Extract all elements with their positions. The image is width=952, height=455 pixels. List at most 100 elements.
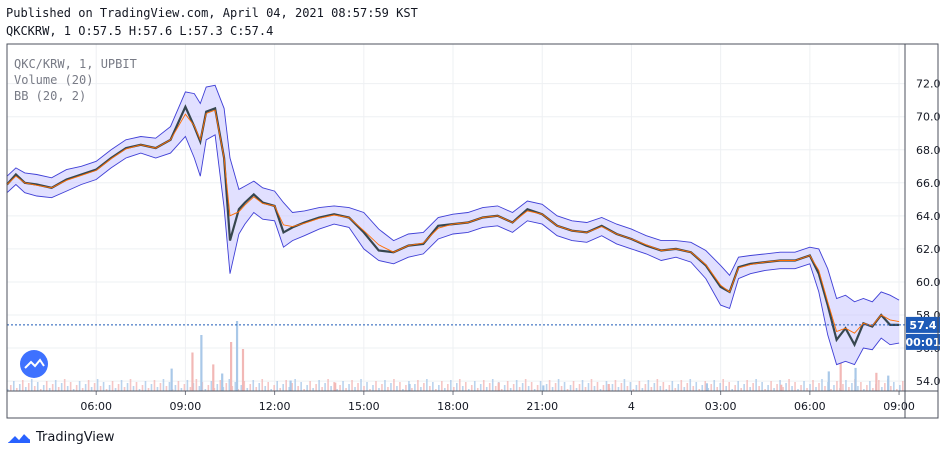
volume-bar [845,380,847,391]
volume-bar [237,389,240,391]
volume-bar [761,382,763,391]
volume-bar [860,382,862,391]
volume-bar [683,387,686,391]
volume-bar [641,388,644,391]
volume-bar [411,388,413,391]
volume-bar [638,381,641,391]
x-tick-label: 18:00 [437,400,469,413]
volume-bar [713,380,716,391]
current-price-badge [906,316,940,333]
legend-entry: QKC/KRW, 1, UPBIT [14,57,137,71]
volume-bar [334,382,337,391]
volume-bar [309,381,311,391]
volume-bar [219,380,222,391]
volume-bar [767,385,769,391]
volume-bar [186,380,189,391]
volume-bar [288,387,290,391]
volume-bar [593,386,596,391]
volume-bar [494,386,497,391]
volume-bar [749,387,751,391]
volume-bar [27,383,30,391]
volume-bar [776,384,778,391]
volume-bars [7,321,904,391]
bb-lower-line [6,134,900,366]
volume-bar [177,381,180,391]
volume-bar [647,380,650,391]
volume-bar [453,387,455,391]
volume-bar [848,387,850,391]
volume-bar [467,389,470,391]
volume-bar [794,382,796,391]
volume-bar [357,383,359,391]
volume-bar [479,384,482,391]
volume-bar [297,386,299,391]
volume-bar [438,385,440,391]
volume-bar [414,384,416,391]
volume-bar [87,380,90,391]
x-tick-label: 15:00 [348,400,380,413]
volume-bar [258,383,261,391]
volume-bar [482,380,485,391]
volume-bar [488,383,491,391]
volume-bar [839,363,842,391]
volume-bar [725,386,727,391]
volume-bar [809,384,811,391]
volume-bar [695,382,698,391]
volume-bar [464,382,467,391]
volume-bar [626,386,629,391]
volume-bar [294,379,296,391]
volume-bar [390,383,392,391]
volume-bar [321,387,323,391]
volume-bar [30,379,33,391]
volume-bar [372,385,374,391]
volume-bar [147,388,150,391]
volume-bar [509,388,512,391]
tradingview-brand[interactable]: TradingView [6,428,115,446]
volume-bar [635,385,638,391]
volume-bar [599,389,602,391]
volume-bar [444,388,446,391]
volume-bar [51,384,54,391]
bb-basis-line [6,109,900,334]
volume-bar [506,381,509,391]
volume-bar [572,381,575,391]
volume-bar [189,387,192,391]
volume-bar [291,383,293,391]
volume-bar [339,385,341,391]
volume-bar [153,380,156,391]
volume-bar [261,379,264,391]
volume-bar [521,383,524,391]
volume-bar [135,382,138,391]
bb-upper-line [6,84,900,303]
volume-bar [800,385,802,391]
volume-bar [884,383,886,391]
volume-bar [252,380,255,391]
volume-bar [216,384,219,391]
volume-bar [129,379,132,391]
volume-bar [692,386,695,391]
volume-bar [15,388,18,391]
volume-bar [81,388,84,391]
volume-bar [563,382,566,391]
volume-bar [195,379,198,391]
volume-bar [788,379,790,391]
volume-bar [764,389,766,391]
volume-bar [7,389,9,391]
volume-bar [228,379,231,391]
x-axis[interactable]: 06:00 09:00 12:00 15:00 18:00 21:00 4 03:00 06:0… [80,391,915,413]
volume-bar [21,380,24,391]
volume-bar [111,381,114,391]
tradingview-watermark-icon [20,350,48,378]
y-tick-label: 66.0 [916,177,941,190]
volume-bar [779,380,781,391]
volume-bar [662,382,665,391]
volume-bar [530,382,533,391]
volume-bar [360,379,362,391]
y-tick-label: 62.0 [916,243,941,256]
volume-bar [596,382,599,391]
volume-bar [60,383,63,391]
volume-bar [191,352,194,391]
chart-grid [7,44,905,391]
volume-bar [289,380,292,391]
